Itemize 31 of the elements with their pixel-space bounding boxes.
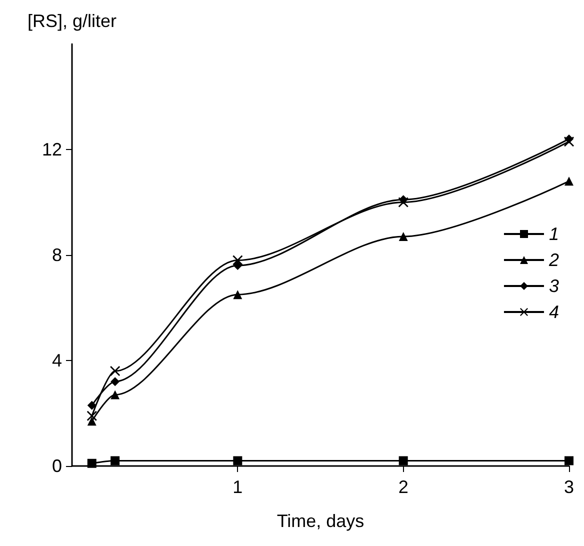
point <box>398 197 408 208</box>
point <box>87 416 96 426</box>
point <box>564 456 574 466</box>
y-tick-label: 12 <box>42 140 62 160</box>
x-tick-label: 3 <box>564 477 574 497</box>
y-tick-label: 4 <box>52 350 62 370</box>
y-tick-label: 8 <box>52 245 62 265</box>
legend-label: 3 <box>548 276 560 296</box>
legend-label: 4 <box>548 302 560 322</box>
point <box>110 366 120 376</box>
point <box>232 255 243 266</box>
legend-label: 2 <box>548 250 560 270</box>
point <box>564 136 574 147</box>
y-tick-label: 0 <box>52 456 62 476</box>
x-tick-label: 1 <box>232 477 243 497</box>
point <box>87 400 96 410</box>
point <box>233 290 242 300</box>
point <box>233 261 242 270</box>
point <box>86 410 97 421</box>
point <box>87 458 96 468</box>
point <box>110 456 120 466</box>
y-axis-title: [RS], g/liter <box>27 11 117 31</box>
x-axis-title: Time, days <box>276 511 364 531</box>
point <box>110 377 120 386</box>
point <box>398 456 408 466</box>
point <box>398 232 408 242</box>
legend-label: 1 <box>548 224 560 244</box>
x-tick-label: 2 <box>398 477 408 497</box>
point <box>110 390 120 400</box>
point <box>564 176 574 186</box>
point <box>233 456 242 466</box>
